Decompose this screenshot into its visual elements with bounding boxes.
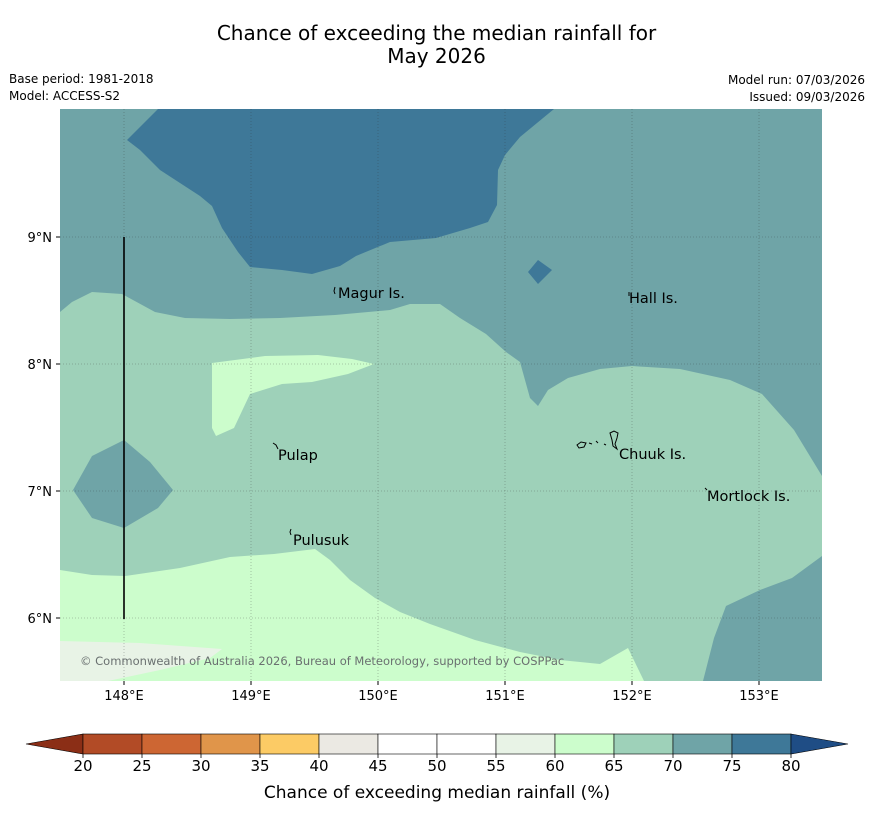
base-period: Base period: 1981-2018 [9,72,154,86]
colorbar-swatch [495,733,556,755]
lon-label: 150°E [358,689,398,704]
colorbar-swatch [377,733,438,755]
colorbar-tick-label: 30 [191,757,210,775]
lat-label: 7°N [28,485,53,500]
label-hall: Hall Is. [629,291,678,307]
zone-60-65-central [212,355,374,436]
colorbar-label: Chance of exceeding median rainfall (%) [264,783,610,803]
title-line-2: May 2026 [387,44,486,68]
colorbar-arrow-low [25,733,84,755]
colorbar: 20 25 30 35 40 45 50 55 60 65 70 75 80 Chance of exc… [25,733,849,803]
colorbar-tick-label: 60 [545,757,564,775]
colorbar-tick-label: 45 [368,757,387,775]
island-outlines [272,286,708,536]
colorbar-swatch [613,733,674,755]
colorbar-arrow-high [790,733,849,755]
zone-75-80-blob [528,260,552,284]
lon-label: 153°E [739,689,779,704]
colorbar-tick-label: 25 [132,757,151,775]
colorbar-tick-label: 20 [73,757,92,775]
info-right: Model run: 07/03/2026 Issued: 09/03/2026 [728,72,865,106]
label-pulusuk: Pulusuk [293,533,350,549]
colorbar-swatch [554,733,615,755]
colorbar-tick-label: 40 [309,757,328,775]
label-chuuk: Chuuk Is. [619,447,686,463]
colorbar-tick-label: 55 [486,757,505,775]
zone-70-75-west [73,440,173,528]
title-line-1: Chance of exceeding the median rainfall … [216,21,657,45]
colorbar-swatch [82,733,143,755]
lat-label: 9°N [28,231,53,246]
place-labels: Magur Is. Hall Is. Pulap Chuuk Is. Mortl… [278,286,790,549]
copyright-notice: © Commonwealth of Australia 2026, Bureau… [80,654,564,668]
colorbar-swatch [672,733,733,755]
longitude-labels: 148°E 149°E 150°E 151°E 152°E 153°E [104,689,779,704]
colorbar-tick-label: 70 [663,757,682,775]
axis-ticks [56,236,760,685]
colorbar-swatch [141,733,202,755]
model-name: Model: ACCESS-S2 [9,89,121,103]
label-magur: Magur Is. [338,286,405,302]
colorbar-tick-label: 75 [722,757,741,775]
map-title: Chance of exceeding the median rainfall … [0,22,873,68]
latitude-labels: 9°N 8°N 7°N 6°N [28,231,53,627]
zone-75-80-north [127,109,554,274]
label-mortlock: Mortlock Is. [707,489,790,505]
lon-label: 148°E [104,689,144,704]
lon-label: 151°E [485,689,525,704]
colorbar-tick-label: 50 [427,757,446,775]
colorbar-swatch [436,733,497,755]
info-left: Base period: 1981-2018 Model: ACCESS-S2 [9,71,154,105]
lon-label: 152°E [612,689,652,704]
colorbar-swatch [318,733,379,755]
colorbar-swatch [200,733,261,755]
label-pulap: Pulap [278,448,318,464]
zone-55-60 [60,641,222,681]
lon-label: 149°E [231,689,271,704]
colorbar-tick-label: 35 [250,757,269,775]
issued-date: Issued: 09/03/2026 [749,90,865,104]
map-area: Magur Is. Hall Is. Pulap Chuuk Is. Mortl… [60,109,822,681]
colorbar-swatch [731,733,792,755]
lat-label: 8°N [28,358,53,373]
colorbar-swatch [259,733,320,755]
colorbar-tick-label: 80 [781,757,800,775]
model-run: Model run: 07/03/2026 [727,73,865,87]
lat-label: 6°N [28,612,53,627]
colorbar-tick-label: 65 [604,757,623,775]
